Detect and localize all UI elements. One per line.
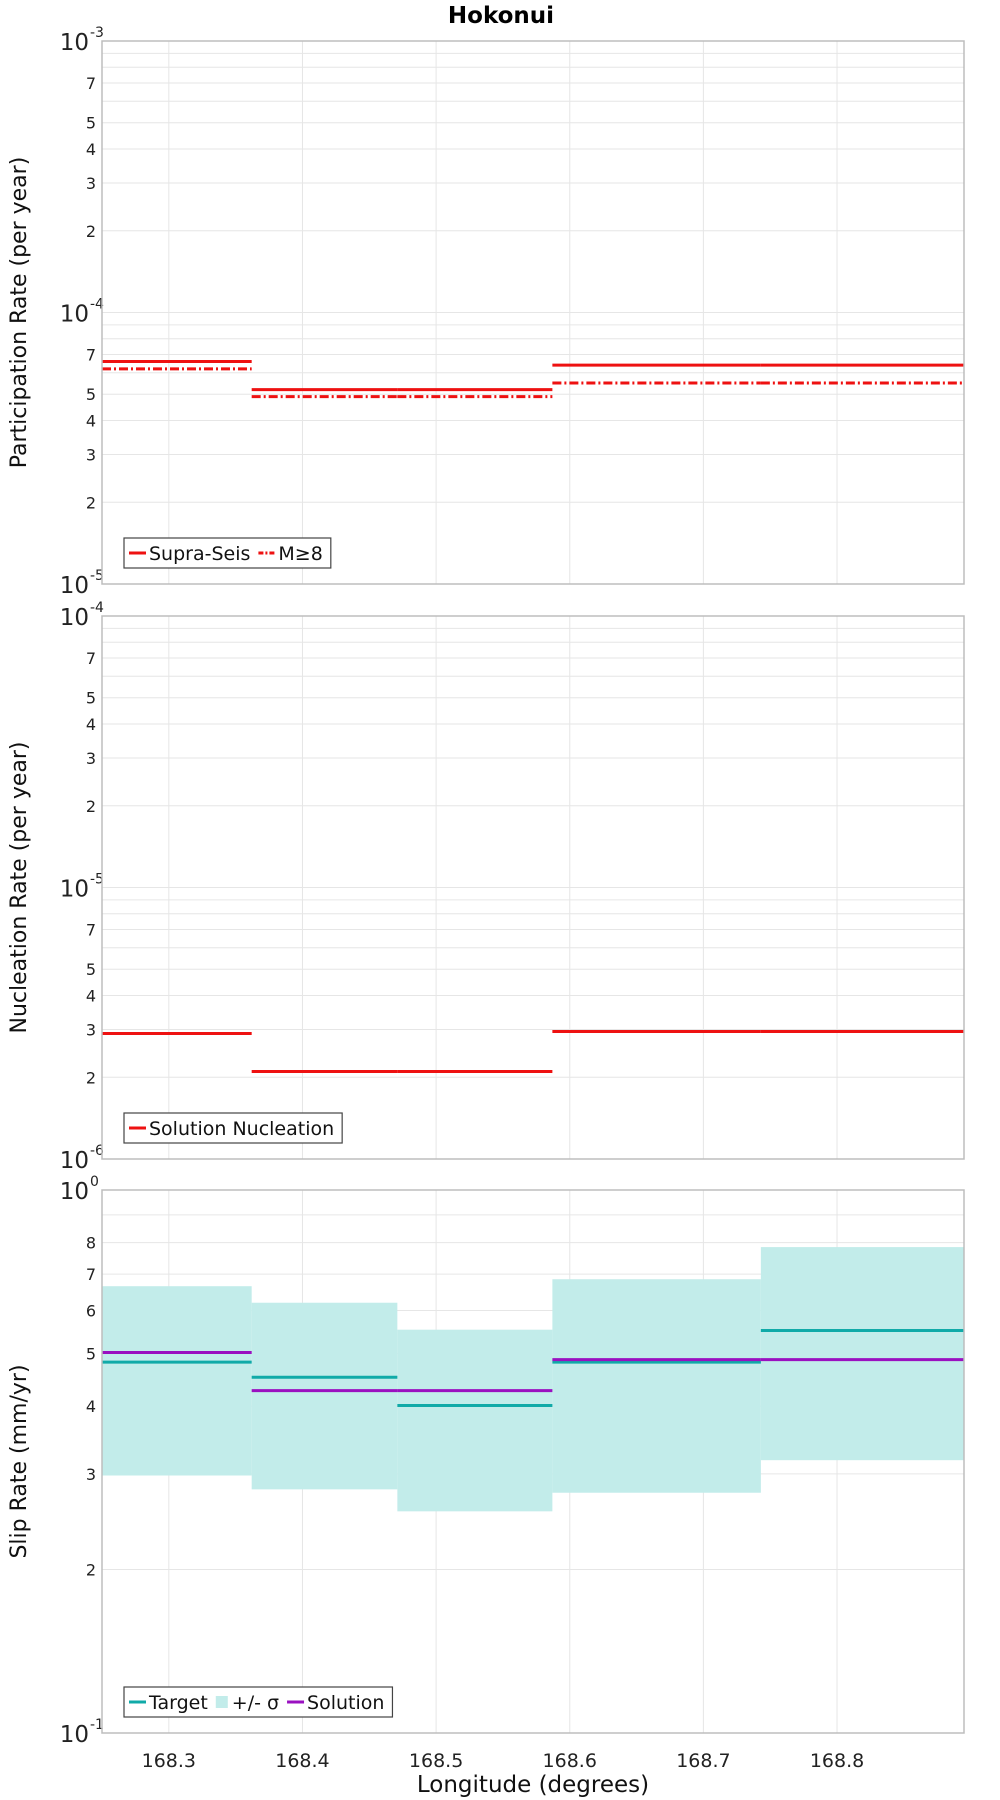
y-tick-label: 5	[86, 689, 96, 708]
series-M≥8	[102, 367, 964, 399]
legend-box	[123, 1686, 394, 1718]
y-tick-label: 2	[86, 222, 96, 241]
y-tick-label: 3	[86, 174, 96, 193]
legend: Target +/- σ Solution	[123, 1686, 394, 1718]
y-tick-label: 3	[86, 749, 96, 768]
y-tick-label: 7	[86, 1265, 96, 1284]
sigma-band-rect	[552, 1279, 761, 1493]
series-Solution Nucleation	[102, 1029, 964, 1074]
plot-frame	[101, 40, 965, 585]
figure-title: Hokonui	[448, 3, 554, 29]
y-axis-label: Slip Rate (mm/yr)	[7, 1364, 32, 1558]
y-tick-label: 6	[86, 1301, 96, 1320]
y-tick-label: 8	[86, 1234, 96, 1253]
sigma-band-rect	[760, 1247, 964, 1461]
y-tick-label-exponent: -6	[90, 1143, 104, 1159]
y-tick-label: 2	[86, 1561, 96, 1580]
y-tick-label: 4	[86, 1397, 96, 1416]
y-tick-label: 4	[86, 715, 96, 734]
y-tick-label: 2	[86, 1068, 96, 1087]
y-tick-label: 2	[86, 493, 96, 512]
x-tick-label: 168.7	[676, 1750, 730, 1772]
y-axis-label: Nucleation Rate (per year)	[7, 742, 32, 1034]
y-tick-label: 5	[86, 960, 96, 979]
y-tick-label: 4	[86, 140, 96, 159]
x-axis-label: Longitude (degrees)	[417, 1772, 649, 1798]
legend-label: M≥8	[278, 543, 322, 565]
y-tick-label-exponent: -3	[90, 25, 104, 41]
sigma-band-rect	[102, 1286, 252, 1476]
series-Target	[102, 1329, 964, 1407]
y-tick-label: 7	[86, 921, 96, 940]
series-Supra-Seis	[102, 359, 964, 392]
y-tick-label-decade: 10	[60, 573, 89, 599]
y-axis-label: Participation Rate (per year)	[7, 157, 32, 469]
y-tick-label-exponent: -5	[90, 568, 104, 584]
sigma-band-rect	[397, 1329, 553, 1512]
y-tick-label-exponent: -4	[90, 600, 104, 616]
y-tick-label: 5	[86, 1344, 96, 1363]
y-tick-label: 4	[86, 412, 96, 431]
sigma-band-rect	[251, 1302, 398, 1490]
y-tick-label: 7	[86, 74, 96, 93]
y-tick-label-exponent: -4	[90, 297, 104, 313]
y-tick-label: 2	[86, 797, 96, 816]
legend-swatch-band	[215, 1696, 228, 1708]
y-tick-label-decade: 10	[60, 605, 89, 631]
x-tick-label: 168.5	[409, 1750, 463, 1772]
y-tick-label-decade: 10	[60, 877, 89, 903]
legend-label: Solution	[307, 1692, 384, 1714]
series-+/- σ	[102, 1247, 964, 1512]
legend-box	[123, 537, 332, 569]
y-tick-label: 3	[86, 445, 96, 464]
y-tick-label-decade: 10	[60, 1179, 89, 1205]
legend: Solution Nucleation	[123, 1112, 343, 1144]
y-tick-label: 3	[86, 1020, 96, 1039]
y-tick-label-decade: 10	[60, 1148, 89, 1174]
x-tick-label: 168.6	[543, 1750, 597, 1772]
y-tick-label: 4	[86, 987, 96, 1006]
y-tick-label-decade: 10	[60, 1722, 89, 1748]
x-tick-label: 168.8	[810, 1750, 864, 1772]
y-tick-label: 5	[86, 114, 96, 133]
x-tick-label: 168.3	[142, 1750, 196, 1772]
y-tick-label: 7	[86, 649, 96, 668]
plot-frame	[101, 615, 965, 1160]
y-tick-label: 5	[86, 385, 96, 404]
y-tick-label-decade: 10	[60, 30, 89, 56]
legend-box	[123, 1112, 343, 1144]
y-tick-label: 7	[86, 346, 96, 365]
legend-label: Target	[148, 1692, 208, 1714]
legend: Supra-Seis M≥8	[123, 537, 332, 569]
plot-frame	[101, 1189, 965, 1734]
y-tick-label-exponent: -1	[90, 1717, 104, 1733]
x-tick-label: 168.4	[275, 1750, 329, 1772]
y-tick-label: 3	[86, 1465, 96, 1484]
legend-label: +/- σ	[232, 1692, 279, 1714]
y-tick-label-exponent: 0	[90, 1174, 99, 1190]
y-tick-label-exponent: -5	[90, 872, 104, 888]
legend-label: Supra-Seis	[149, 543, 250, 565]
y-tick-label-decade: 10	[60, 302, 89, 328]
series-Solution	[102, 1351, 964, 1393]
legend-label: Solution Nucleation	[149, 1118, 334, 1140]
